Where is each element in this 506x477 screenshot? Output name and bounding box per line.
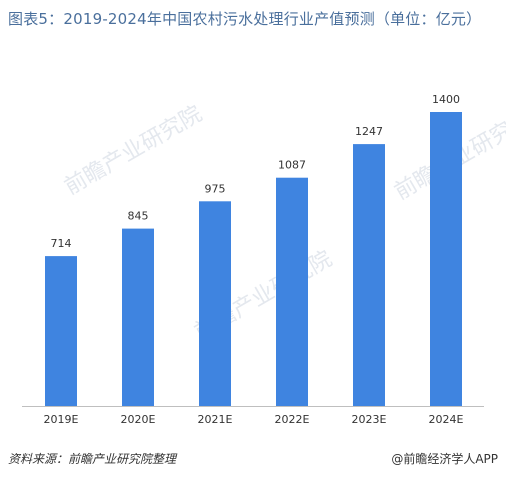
value-label-2020E: 845 — [128, 210, 149, 223]
category-label-2024E: 2024E — [429, 413, 464, 426]
bars-group — [45, 112, 462, 407]
category-label-2021E: 2021E — [198, 413, 233, 426]
bar-2021E — [199, 201, 231, 407]
category-label-2020E: 2020E — [121, 413, 156, 426]
value-label-2023E: 1247 — [355, 125, 383, 138]
bar-2019E — [45, 256, 77, 406]
credit-note: @前瞻经济学人APP — [391, 452, 498, 466]
category-labels-group: 2019E 2020E 2021E 2022E 2023E 2024E — [44, 413, 464, 426]
watermark-text: 前瞻产业研究院 — [61, 102, 207, 201]
value-label-2022E: 1087 — [278, 159, 306, 172]
bar-2023E — [353, 144, 385, 406]
bar-2024E — [430, 112, 462, 406]
bar-2020E — [122, 228, 154, 406]
footer: 资料来源：前瞻产业研究院整理 @前瞻经济学人APP — [8, 450, 498, 468]
category-label-2023E: 2023E — [352, 413, 387, 426]
bar-2022E — [276, 177, 308, 406]
chart-title: 图表5：2019-2024年中国农村污水处理行业产值预测（单位：亿元） — [8, 10, 482, 28]
value-labels-group: 714 845 975 1087 1247 1400 — [51, 93, 461, 250]
source-note: 资料来源：前瞻产业研究院整理 — [8, 452, 177, 466]
category-label-2022E: 2022E — [275, 413, 310, 426]
category-label-2019E: 2019E — [44, 413, 79, 426]
value-label-2019E: 714 — [51, 237, 72, 250]
value-label-2021E: 975 — [205, 182, 226, 195]
value-label-2024E: 1400 — [432, 93, 460, 106]
